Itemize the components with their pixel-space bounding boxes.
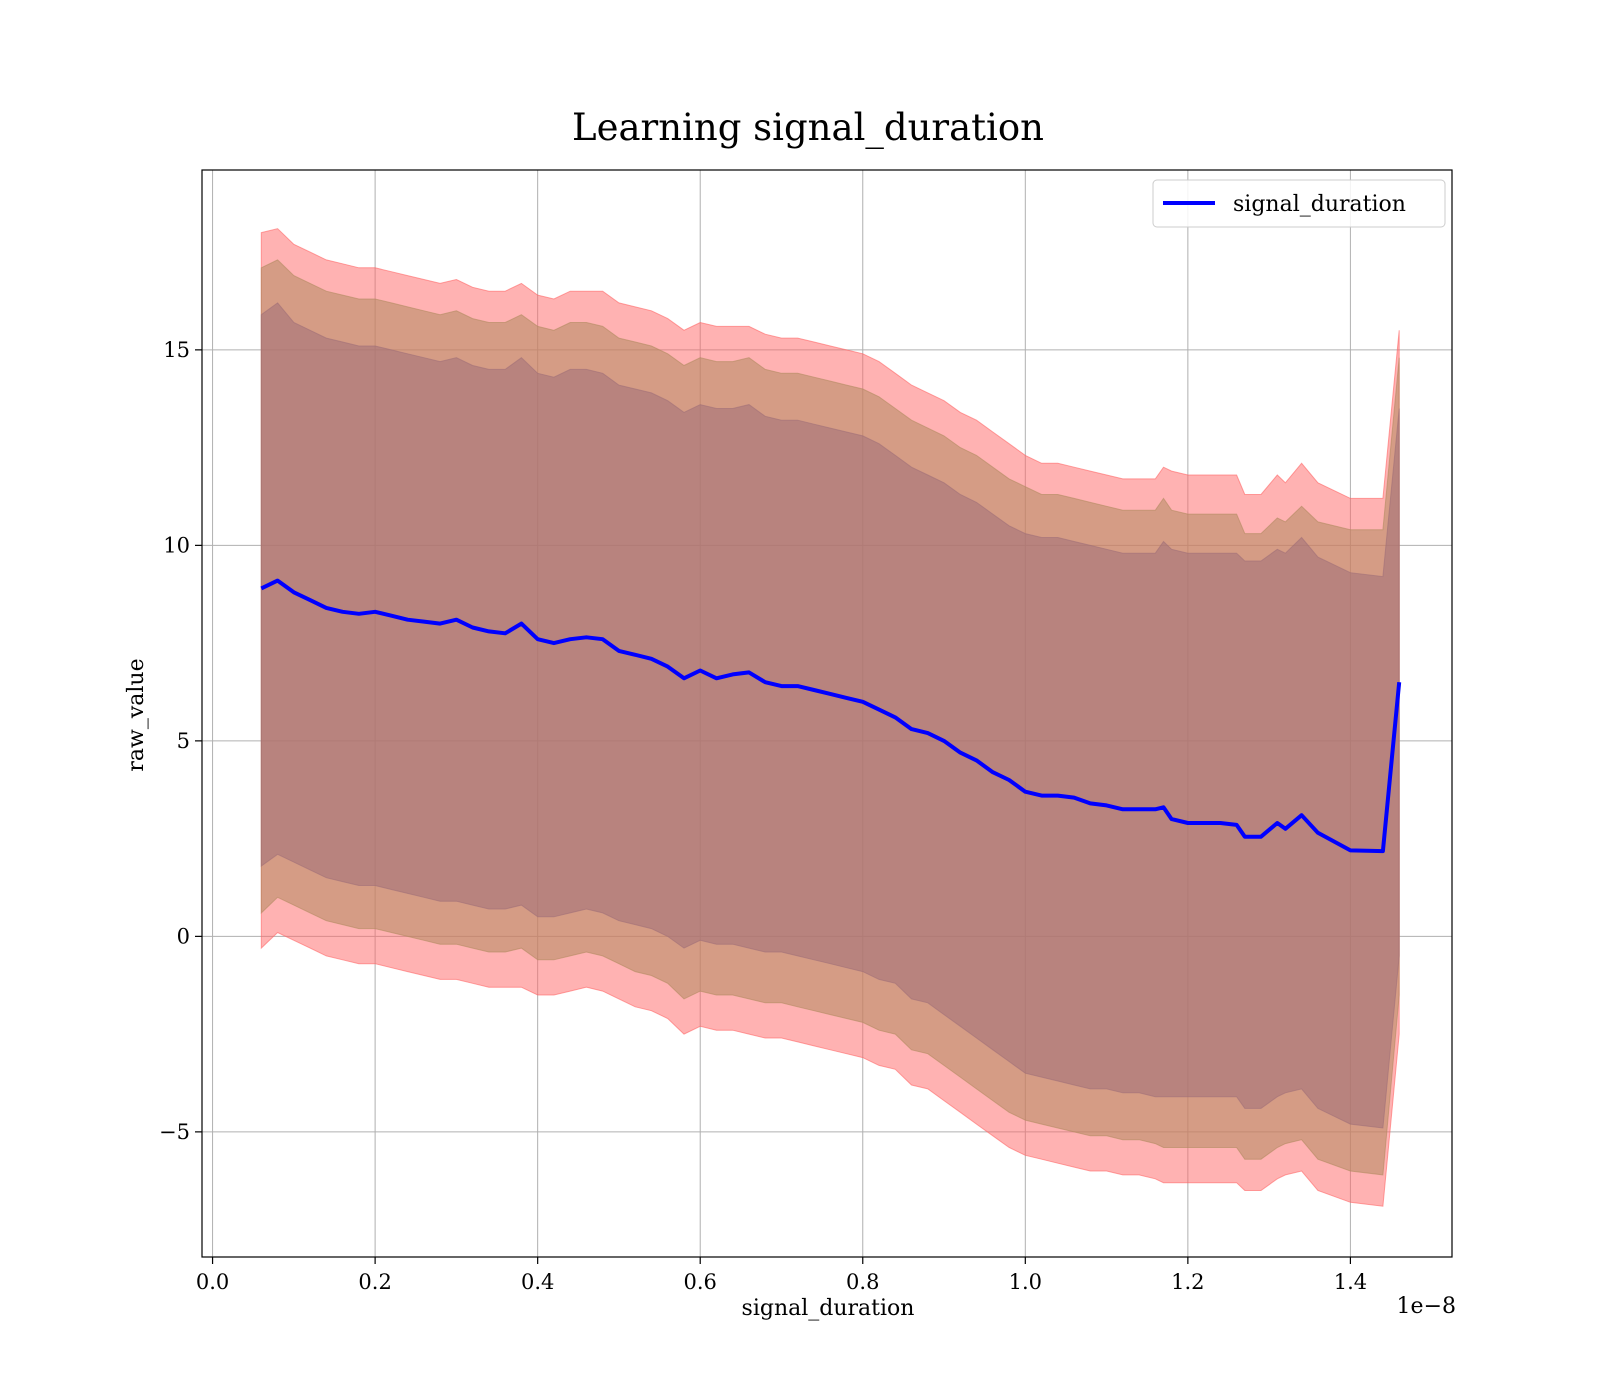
- plot-frame: [201, 169, 1453, 1258]
- x-tick-label: 0.0: [196, 1270, 229, 1294]
- x-axis-ticks: 0.0 0.2 0.4 0.6 0.8 1.0 1.2 1.4: [196, 1257, 1367, 1294]
- x-tick-label: 0.4: [521, 1270, 554, 1294]
- legend: signal_duration: [1152, 179, 1446, 228]
- legend-box: [1152, 179, 1446, 228]
- y-tick-label: −5: [159, 1120, 190, 1144]
- x-tick-label: 0.6: [684, 1270, 717, 1294]
- band-3: [260, 302, 1400, 1129]
- y-tick-label: 10: [163, 533, 190, 557]
- series-lines: [260, 578, 1402, 854]
- x-tick-label: 1.0: [1009, 1270, 1042, 1294]
- x-tick-label: 0.8: [846, 1270, 879, 1294]
- x-tick-label: 1.2: [1171, 1270, 1204, 1294]
- y-axis-label: raw_value: [124, 658, 149, 771]
- x-axis-offset-label: 1e−8: [1397, 1294, 1456, 1319]
- x-tick-label: 0.2: [358, 1270, 391, 1294]
- chart-title: Learning signal_duration: [572, 106, 1044, 150]
- series-line-1: [260, 578, 1402, 854]
- y-tick-label: 15: [163, 338, 190, 362]
- x-tick-label: 1.4: [1334, 1270, 1367, 1294]
- legend-label: signal_duration: [1233, 192, 1406, 217]
- bands: [260, 228, 1400, 1207]
- y-tick-label: 5: [177, 729, 190, 753]
- x-axis-label: signal_duration: [742, 1296, 915, 1321]
- y-axis-ticks: −5 0 5 10 15: [159, 338, 202, 1144]
- y-tick-label: 0: [177, 924, 190, 948]
